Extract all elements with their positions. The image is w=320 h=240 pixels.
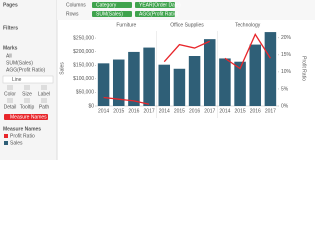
pane-title: Filters	[3, 25, 18, 31]
y2-tick-label: 5%	[281, 86, 289, 92]
bar	[128, 51, 140, 106]
mark-card: Size	[22, 91, 32, 97]
bar	[173, 68, 186, 106]
x-tick-label: 2015	[113, 108, 124, 114]
bar	[264, 32, 277, 106]
y-tick-label: $100,000	[73, 76, 94, 82]
pill[interactable]	[135, 11, 175, 17]
bar	[188, 56, 201, 106]
y2-tick-label: 20%	[281, 35, 292, 41]
legend-swatch	[4, 141, 8, 145]
shelf-label: Columns	[66, 2, 86, 8]
pill-label: AGG(Profit Ratio)	[139, 11, 179, 17]
bar	[203, 39, 216, 106]
line	[103, 96, 150, 105]
pill-label: SUM(Sales)	[96, 11, 123, 17]
mark-type: Line	[12, 77, 22, 83]
mark-card: Color	[4, 91, 16, 97]
y-axis-title: Sales	[59, 62, 65, 75]
shelf-label: Rows	[66, 11, 79, 17]
y-tick-label: $0	[88, 103, 94, 109]
y-tick-label: $50,000	[76, 90, 94, 96]
mark-card-icon[interactable]	[41, 98, 47, 103]
marks-item: AGG(Profit Ratio)	[6, 67, 46, 73]
mark-card-icon[interactable]	[41, 85, 47, 90]
bar	[158, 64, 171, 106]
line	[224, 33, 271, 70]
panel-header: Office Supplies	[170, 22, 204, 28]
mark-card-icon[interactable]	[7, 85, 13, 90]
mark-card: Path	[39, 104, 50, 110]
bar	[249, 44, 262, 106]
pill-label: YEAR(Order Date)	[139, 2, 181, 8]
pill-label: Measure Names	[10, 114, 47, 120]
x-tick-label: 2015	[235, 108, 246, 114]
marks-item: All	[6, 53, 12, 59]
x-tick-label: 2014	[219, 108, 230, 114]
pill[interactable]	[4, 114, 48, 120]
legend-swatch	[4, 134, 8, 138]
pane-title: Pages	[3, 2, 18, 8]
x-tick-label: 2017	[204, 108, 215, 114]
x-tick-label: 2016	[189, 108, 200, 114]
pill[interactable]	[135, 2, 175, 8]
panel-header: Technology	[235, 22, 261, 28]
pill[interactable]	[92, 11, 132, 17]
mark-card-icon[interactable]	[24, 85, 30, 90]
x-tick-label: 2017	[265, 108, 276, 114]
y-tick-label: $200,000	[73, 49, 94, 55]
bar	[219, 58, 231, 106]
legend-label: Profit Ratio	[10, 133, 35, 139]
bar	[112, 59, 125, 106]
marks-item: SUM(Sales)	[6, 60, 33, 66]
x-tick-label: 2014	[159, 108, 170, 114]
y2-axis-title: Profit Ratio	[301, 56, 307, 81]
pill-label: Category	[96, 2, 117, 8]
mark-card-icon[interactable]	[24, 98, 30, 103]
mark-card: Detail	[4, 104, 17, 110]
x-tick-label: 2015	[174, 108, 185, 114]
x-tick-label: 2014	[98, 108, 109, 114]
bar	[234, 61, 246, 106]
legend-title: Measure Names	[3, 126, 41, 132]
mark-type-dropdown[interactable]	[2, 75, 54, 84]
bar	[143, 47, 155, 106]
x-tick-label: 2016	[128, 108, 139, 114]
panel-header: Furniture	[116, 22, 136, 28]
y-tick-label: $250,000	[73, 35, 94, 41]
x-tick-label: 2016	[250, 108, 261, 114]
y2-tick-label: 0%	[281, 103, 289, 109]
legend-label: Sales	[10, 140, 23, 146]
x-tick-label: 2017	[144, 108, 155, 114]
mark-card: Tooltip	[20, 104, 35, 110]
mark-card: Label	[38, 91, 50, 97]
bar	[97, 63, 110, 106]
y-tick-label: $150,000	[73, 63, 94, 69]
pill[interactable]	[92, 2, 132, 8]
y2-tick-label: 15%	[281, 52, 292, 58]
pane-title: Marks	[3, 45, 18, 51]
mark-card-icon[interactable]	[7, 98, 13, 103]
line	[163, 40, 211, 63]
y2-tick-label: 10%	[281, 69, 292, 75]
tableau-window: PagesFiltersMarksAllSUM(Sales)AGG(Profit…	[2, 0, 307, 160]
